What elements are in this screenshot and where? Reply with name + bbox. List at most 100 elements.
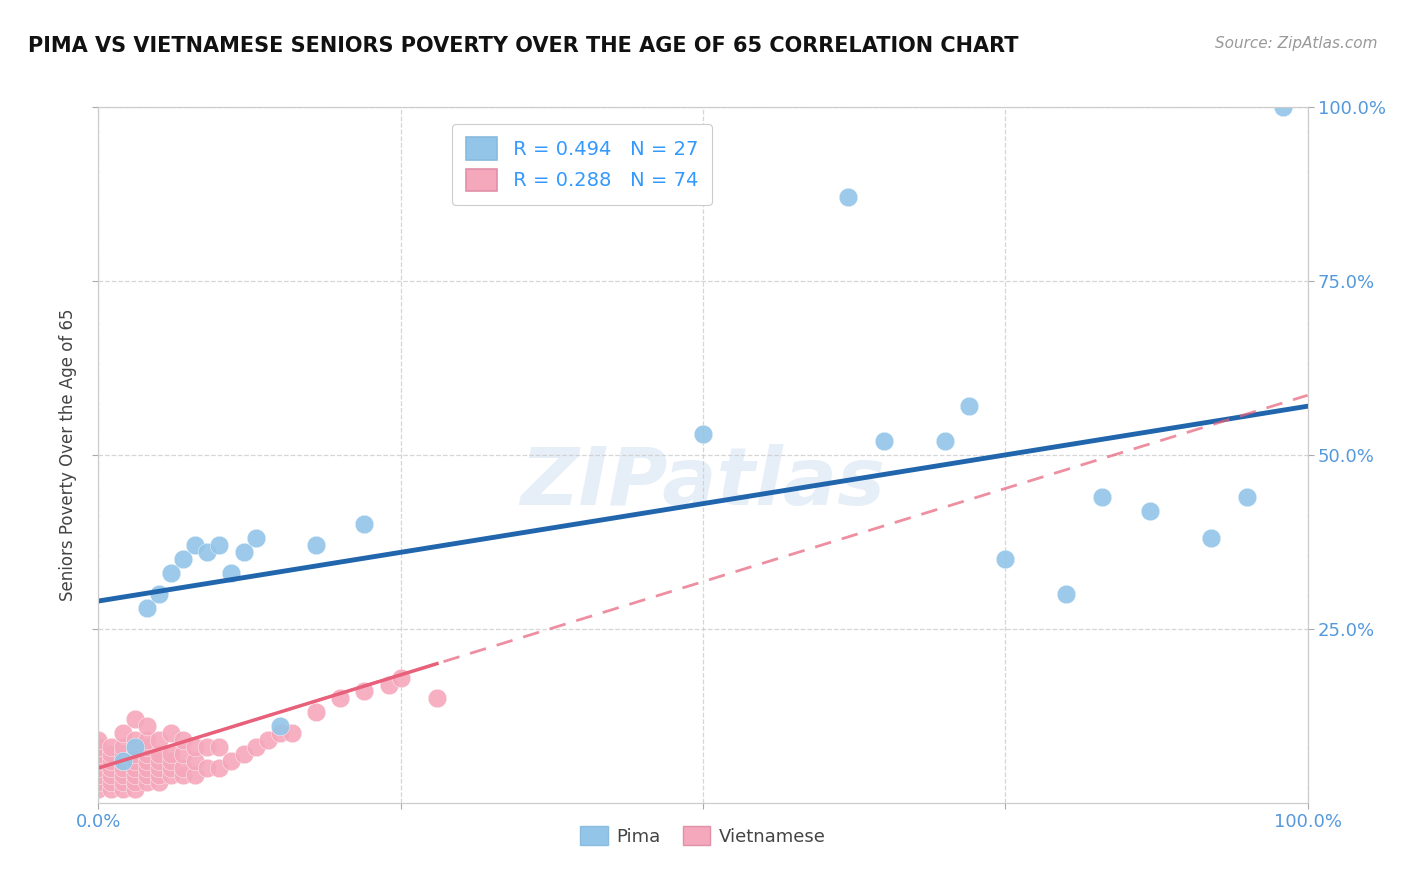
Point [111,754,134,768]
Point [124,740,146,755]
Point [232,545,254,559]
Point [184,740,207,755]
Point [160,726,183,740]
Point [111,726,134,740]
Point [305,538,328,552]
Point [160,761,183,775]
Y-axis label: Seniors Poverty Over the Age of 65: Seniors Poverty Over the Age of 65 [59,309,77,601]
Point [837,190,859,204]
Point [100,740,122,755]
Point [111,781,134,796]
Point [148,733,170,747]
Point [873,434,896,448]
Point [281,726,304,740]
Point [184,538,207,552]
Point [100,775,122,789]
Point [100,754,122,768]
Point [135,740,157,755]
Point [148,747,170,761]
Point [172,747,194,761]
Point [148,587,170,601]
Point [934,434,956,448]
Point [353,684,375,698]
Point [329,691,352,706]
Point [957,399,980,413]
Point [208,740,231,755]
Point [426,691,449,706]
Point [305,706,328,720]
Point [111,740,134,755]
Point [124,775,146,789]
Point [148,768,170,782]
Point [172,552,194,566]
Point [195,740,218,755]
Point [124,740,146,755]
Point [1272,100,1295,114]
Point [353,517,375,532]
Point [245,740,267,755]
Point [994,552,1017,566]
Point [269,719,291,733]
Point [124,768,146,782]
Text: PIMA VS VIETNAMESE SENIORS POVERTY OVER THE AGE OF 65 CORRELATION CHART: PIMA VS VIETNAMESE SENIORS POVERTY OVER … [28,36,1018,55]
Text: ZIPatlas: ZIPatlas [520,443,886,522]
Point [111,761,134,775]
Point [87,733,110,747]
Point [256,733,278,747]
Point [160,754,183,768]
Point [135,719,157,733]
Point [87,740,110,755]
Point [124,781,146,796]
Point [87,775,110,789]
Point [160,747,183,761]
Point [221,754,243,768]
Point [269,726,291,740]
Point [87,768,110,782]
Point [100,781,122,796]
Point [148,754,170,768]
Text: Source: ZipAtlas.com: Source: ZipAtlas.com [1215,36,1378,51]
Point [195,761,218,775]
Point [124,747,146,761]
Point [124,761,146,775]
Point [221,566,243,581]
Point [87,781,110,796]
Point [172,733,194,747]
Legend: Pima, Vietnamese: Pima, Vietnamese [574,819,832,853]
Point [692,427,714,442]
Point [135,775,157,789]
Point [1139,503,1161,517]
Point [111,768,134,782]
Point [100,761,122,775]
Point [148,761,170,775]
Point [245,532,267,546]
Point [124,712,146,726]
Point [160,768,183,782]
Point [172,768,194,782]
Point [1091,490,1114,504]
Point [124,733,146,747]
Point [1054,587,1077,601]
Point [135,601,157,615]
Point [148,775,170,789]
Point [135,761,157,775]
Point [100,747,122,761]
Point [208,538,231,552]
Point [208,761,231,775]
Point [1236,490,1258,504]
Point [87,754,110,768]
Point [111,754,134,768]
Point [184,754,207,768]
Point [135,754,157,768]
Point [184,768,207,782]
Point [87,761,110,775]
Point [87,747,110,761]
Point [377,677,399,691]
Point [100,768,122,782]
Point [195,545,218,559]
Point [1199,532,1222,546]
Point [232,747,254,761]
Point [135,733,157,747]
Point [111,747,134,761]
Point [160,566,183,581]
